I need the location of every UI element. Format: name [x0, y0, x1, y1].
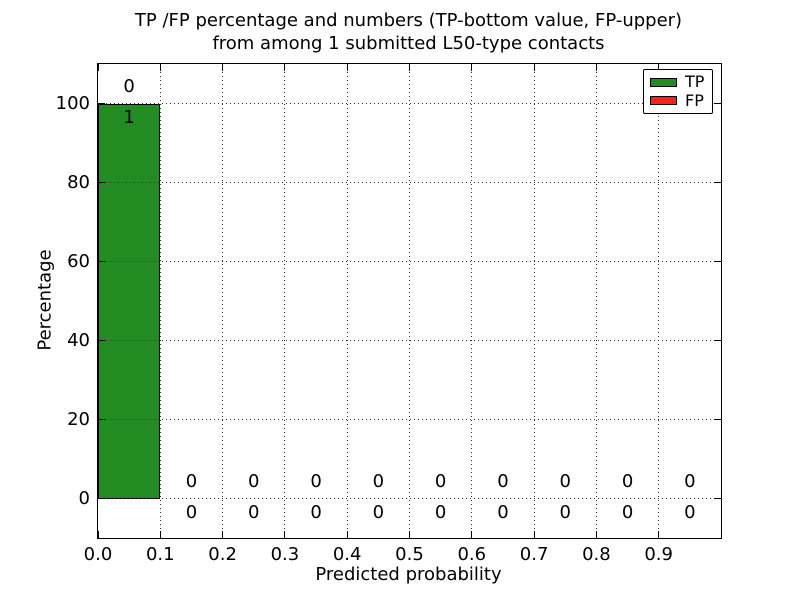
y-tick-label: 20 [67, 408, 90, 430]
y-tick-right [714, 103, 721, 104]
chart-title: TP /FP percentage and numbers (TP-bottom… [97, 9, 720, 55]
tp-count-label: 0 [497, 501, 509, 523]
x-tick-bottom [533, 531, 535, 538]
fp-count-label: 0 [621, 470, 634, 492]
tp-count-label: 0 [248, 501, 260, 523]
x-tick-bottom [595, 531, 597, 538]
tp-bar [98, 103, 161, 499]
y-tick-right [714, 419, 721, 420]
gridline-v [284, 64, 286, 538]
x-tick-label: 0.7 [519, 544, 549, 565]
x-axis-label: Predicted probability [315, 564, 502, 585]
gridline-v [471, 64, 473, 538]
x-tick-top [284, 64, 286, 71]
tp-legend-swatch [650, 77, 677, 87]
fp-count-label: 0 [310, 470, 322, 492]
x-tick-bottom [284, 531, 286, 538]
legend: TP FP [643, 69, 713, 114]
y-tick-right [714, 182, 721, 183]
x-tick-bottom [97, 531, 99, 538]
tp-count-label: 0 [684, 501, 696, 523]
y-tick-left [98, 182, 105, 183]
x-tick-bottom [471, 531, 473, 538]
y-tick-left [98, 261, 105, 262]
y-tick-left [98, 419, 105, 420]
gridline-v [222, 64, 224, 538]
gridline-v [533, 64, 535, 538]
y-tick-left [98, 340, 105, 341]
x-tick-top [595, 64, 597, 71]
x-tick-top [471, 64, 473, 71]
tp-count-label: 0 [310, 501, 322, 523]
tp-legend-label: TP [685, 72, 705, 92]
tp-count-label: 0 [185, 501, 198, 523]
y-tick-label: 80 [67, 171, 90, 193]
tp-count-label: 1 [123, 106, 135, 128]
fp-count-label: 0 [185, 470, 198, 492]
fp-count-label: 0 [559, 470, 571, 492]
fp-count-label: 0 [434, 470, 447, 492]
y-tick-left [98, 103, 105, 104]
x-tick-label: 0.9 [644, 544, 673, 565]
gridline-v [159, 64, 161, 538]
gridline-v [595, 64, 597, 538]
gridline-v [658, 64, 660, 538]
legend-row-fp: FP [650, 90, 706, 110]
x-tick-bottom [222, 531, 224, 538]
x-tick-label: 0.1 [145, 544, 175, 565]
x-tick-top [533, 64, 535, 71]
y-tick-label: 40 [67, 329, 90, 351]
fp-count-label: 0 [684, 470, 696, 492]
x-tick-label: 0.8 [582, 544, 611, 565]
y-tick-right [714, 261, 721, 262]
x-tick-top [97, 64, 99, 71]
tp-count-label: 0 [621, 501, 634, 523]
x-tick-bottom [409, 531, 410, 538]
y-tick-left [98, 498, 105, 499]
plot-area: 0.0 0.1 0.2 0.3 0.4 0.5 0.6 0.7 0.8 0.9 0 20 40 60 80 1… [56, 63, 722, 565]
x-tick-top [159, 64, 161, 71]
x-tick-label: 0.0 [83, 544, 113, 565]
fp-count-label: 0 [123, 75, 135, 97]
x-tick-label: 0.2 [208, 544, 237, 565]
x-tick-bottom [346, 531, 348, 538]
x-tick-label: 0.5 [395, 544, 424, 565]
x-tick-label: 0.4 [332, 544, 362, 565]
y-tick-label: 60 [67, 250, 90, 272]
gridline-v [409, 64, 410, 538]
x-tick-top [409, 64, 410, 71]
x-tick-bottom [159, 531, 161, 538]
fp-legend-label: FP [685, 90, 704, 110]
y-tick-right [714, 498, 721, 499]
chart-title-line1: TP /FP percentage and numbers (TP-bottom… [134, 10, 683, 31]
y-tick-right [714, 340, 721, 341]
x-tick-top [346, 64, 348, 71]
y-tick-label: 100 [55, 92, 90, 114]
legend-row-tp: TP [650, 74, 706, 90]
gridline-v [346, 64, 348, 538]
tp-count-label: 0 [372, 501, 385, 523]
fp-count-label: 0 [372, 470, 385, 492]
tp-count-label: 0 [559, 501, 571, 523]
x-tick-bottom [658, 531, 660, 538]
fp-legend-swatch [650, 96, 677, 106]
fp-count-label: 0 [497, 470, 509, 492]
x-tick-label: 0.6 [457, 544, 487, 565]
tp-count-label: 0 [434, 501, 447, 523]
chart-title-line2: from among 1 submitted L50-type contacts [212, 33, 605, 54]
x-tick-top [658, 64, 660, 71]
x-tick-label: 0.3 [270, 544, 300, 565]
y-tick-label: 0 [78, 487, 90, 509]
fp-count-label: 0 [248, 470, 260, 492]
x-tick-top [222, 64, 224, 71]
